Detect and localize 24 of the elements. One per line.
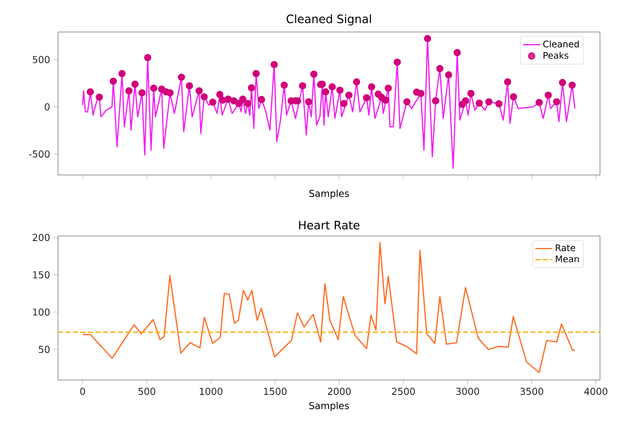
legend-label: Rate <box>556 244 576 252</box>
x-tick-label: 2500 <box>392 388 415 395</box>
y-tick-label: 50 <box>38 346 50 353</box>
x-tick-label: 0 <box>80 388 86 395</box>
legend-label: Peaks <box>544 52 568 59</box>
x-tick-label: 1000 <box>200 388 222 395</box>
legend-label: Mean <box>556 256 579 262</box>
y-tick-label: -500 <box>29 150 50 158</box>
y-tick-label: 150 <box>33 271 50 278</box>
y-tick-label: 200 <box>32 234 50 242</box>
y-tick-label: 100 <box>33 308 50 316</box>
x-tick-label: 2000 <box>328 388 351 395</box>
x-tick-label: 4000 <box>584 388 608 395</box>
x-tick-label: 1500 <box>264 388 287 395</box>
x-axis-title: Samples <box>309 190 349 199</box>
chart-title: Cleaned Signal <box>286 14 371 26</box>
x-tick-label: 3500 <box>520 388 544 395</box>
legend-label: Cleaned <box>543 40 579 48</box>
y-tick-label: 0 <box>44 103 50 110</box>
y-tick-label: 500 <box>32 56 50 64</box>
x-axis-title: Samples <box>309 402 349 412</box>
chart-title: Heart Rate <box>299 220 360 230</box>
x-tick-label: 500 <box>138 388 156 395</box>
x-tick-label: 3000 <box>456 388 480 395</box>
